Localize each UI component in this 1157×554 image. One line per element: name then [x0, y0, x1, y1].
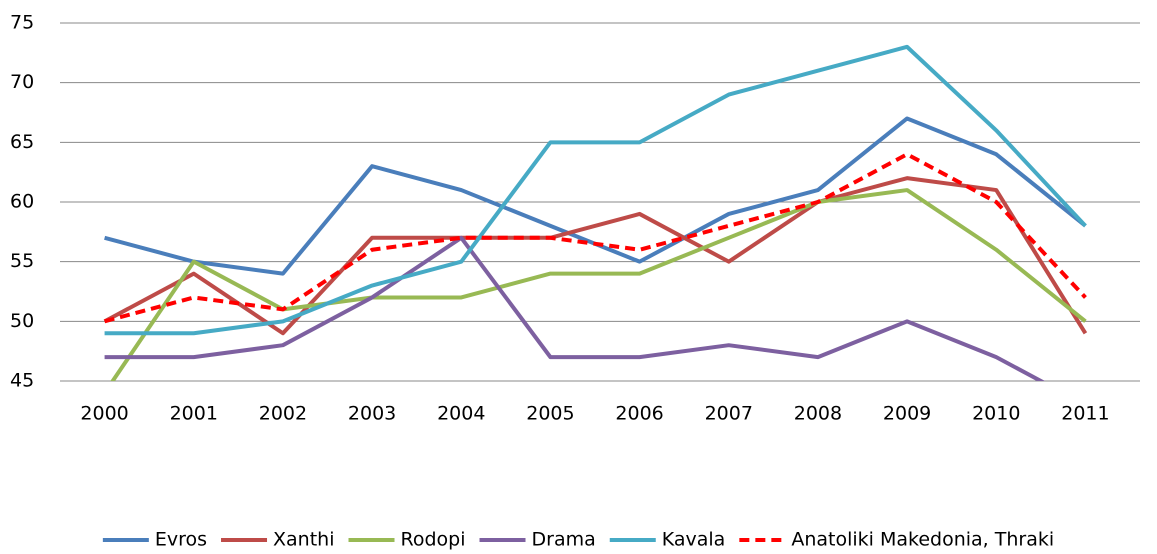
x-tick-label: 2003 — [348, 403, 396, 425]
legend-label: Evros — [155, 529, 207, 551]
legend-label: Rodopi — [401, 529, 466, 551]
x-tick-label: 2011 — [1061, 403, 1109, 425]
y-tick-label: 45 — [10, 370, 34, 392]
x-tick-label: 2010 — [972, 403, 1020, 425]
legend-label: Xanthi — [273, 529, 334, 551]
x-tick-label: 2002 — [259, 403, 307, 425]
series-line — [104, 152, 1087, 324]
y-tick-label: 70 — [10, 71, 34, 93]
y-tick-label: 60 — [10, 191, 34, 213]
series-line — [104, 44, 1087, 336]
plot-area — [103, 44, 1088, 381]
x-tick-label: 2008 — [794, 403, 842, 425]
y-tick-label: 55 — [10, 250, 34, 272]
x-tick-label: 2007 — [705, 403, 753, 425]
x-tick-label: 2001 — [170, 403, 218, 425]
y-tick-label: 50 — [10, 310, 34, 332]
x-tick-label: 2006 — [615, 403, 663, 425]
series-line — [110, 188, 1087, 381]
legend-label: Drama — [532, 529, 596, 551]
x-tick-label: 2000 — [80, 403, 128, 425]
series-line — [103, 176, 1088, 336]
x-tick-label: 2009 — [883, 403, 931, 425]
y-tick-label: 75 — [10, 12, 34, 34]
legend-label: Kavala — [662, 529, 726, 551]
y-tick-label: 65 — [10, 131, 34, 153]
legend-label: Anatoliki Makedonia, Thraki — [791, 529, 1054, 551]
x-tick-label: 2005 — [526, 403, 574, 425]
series-line — [104, 235, 1046, 381]
x-tick-label: 2004 — [437, 403, 485, 425]
